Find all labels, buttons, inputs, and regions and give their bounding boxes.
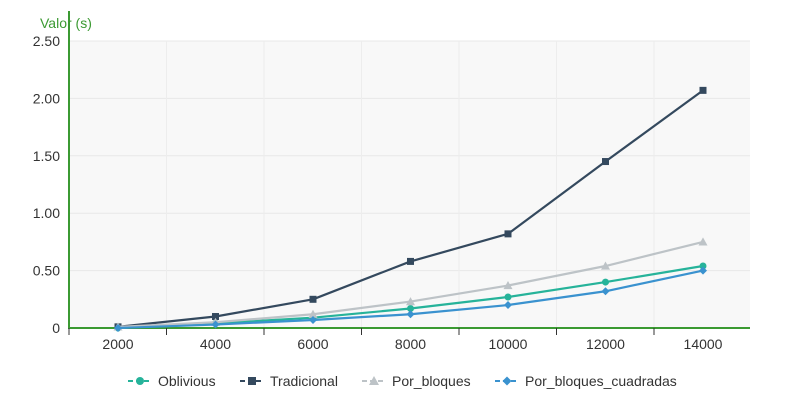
x-tick-label: 8000 [395, 336, 426, 352]
x-tick-label: 12000 [586, 336, 625, 352]
data-point [699, 266, 707, 275]
data-point [601, 287, 610, 296]
legend-item-tradicional[interactable]: Tradicional [240, 373, 338, 389]
legend-item-por_bloques_cuadradas[interactable]: Por_bloques_cuadradas [495, 373, 677, 389]
data-point [211, 320, 220, 329]
x-tick-label: 4000 [200, 336, 231, 352]
data-point [504, 293, 512, 301]
data-point [699, 86, 707, 94]
x-tick-label: 2000 [102, 336, 133, 352]
data-point [407, 304, 414, 312]
legend-label: Oblivious [158, 373, 216, 389]
axes [68, 11, 750, 335]
y-axis-label: Valor (s) [40, 15, 92, 31]
legend-label: Tradicional [270, 373, 338, 389]
y-tick-label: 2.50 [33, 33, 60, 49]
y-tick-label: 2.00 [33, 90, 60, 106]
y-tick-label: 0.50 [33, 263, 60, 279]
legend-label: Por_bloques_cuadradas [525, 373, 677, 389]
data-point [602, 158, 609, 166]
legend-item-por_bloques[interactable]: Por_bloques [362, 373, 471, 389]
data-point [502, 376, 512, 386]
data-point [699, 262, 707, 270]
x-tick-label: 10000 [489, 336, 528, 352]
data-point [406, 297, 415, 306]
data-point [308, 309, 318, 318]
series-group [113, 86, 708, 332]
data-point [114, 324, 122, 332]
data-point [309, 315, 317, 324]
data-point [212, 313, 219, 321]
data-point [602, 278, 609, 286]
series-por_bloques_cuadradas [114, 266, 707, 332]
legend-label: Por_bloques [392, 373, 471, 389]
y-tick-label: 0 [52, 320, 60, 336]
y-tick-label: 1.00 [33, 205, 60, 221]
legend[interactable]: Oblivious Tradicional Por_bloques Por_bloqu… [128, 373, 677, 389]
y-tick-label: 1.50 [33, 148, 60, 164]
data-point [601, 261, 610, 270]
data-point [698, 237, 708, 246]
data-point [248, 377, 256, 385]
x-tick-label: 6000 [297, 336, 328, 352]
data-point [406, 310, 415, 319]
data-point [503, 281, 513, 290]
data-point [407, 257, 414, 265]
data-point [504, 301, 512, 310]
y-tick-labels: 0 0.50 1.00 1.50 2.00 2.50 [33, 33, 60, 336]
plot-background [69, 41, 750, 328]
data-point [309, 295, 317, 303]
legend-item-oblivious[interactable]: Oblivious [128, 373, 216, 389]
x-tick-label: 14000 [684, 336, 723, 352]
x-tick-labels: 2000 4000 6000 8000 10000 12000 14000 [102, 336, 722, 352]
data-point [369, 376, 379, 385]
data-point [504, 230, 512, 238]
data-point [136, 377, 144, 385]
